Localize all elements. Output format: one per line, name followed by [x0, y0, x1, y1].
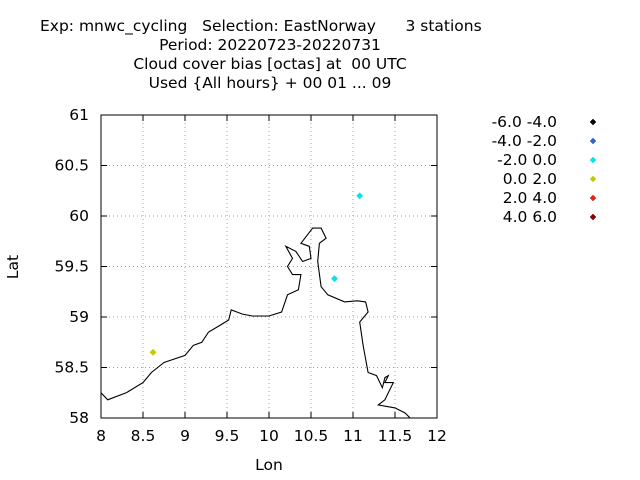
legend-marker: [589, 118, 597, 126]
y-tick-label: 60.5: [54, 157, 89, 175]
legend: -6.0 -4.0-4.0 -2.0-2.0 0.00.0 2.02.0 4.0…: [492, 113, 597, 226]
title-line-4: Used {All hours} + 00 01 ... 09: [148, 74, 392, 92]
grid-lines: [101, 115, 437, 418]
y-tick-label: 58: [69, 409, 89, 427]
x-tick-label: 9: [180, 427, 190, 445]
x-axis-label: Lon: [255, 456, 283, 474]
y-tick-label: 59.5: [54, 258, 89, 276]
x-tick-label: 11.5: [378, 427, 413, 445]
axis-ticks: 8 8.5 9 9.5 10 10.5 11 11.5 12 58 58.5 59 59.5 60 60.5…: [54, 106, 446, 445]
x-tick-label: 11: [343, 427, 363, 445]
legend-marker: [589, 194, 597, 202]
title-line-1: Exp: mnwc_cycling Selection: EastNorway …: [40, 17, 482, 35]
legend-marker: [589, 156, 597, 164]
x-tick-label: 9.5: [215, 427, 240, 445]
legend-marker: [589, 175, 597, 183]
legend-label: 4.0 6.0: [503, 208, 557, 226]
legend-marker: [589, 137, 597, 145]
y-tick-label: 60: [69, 207, 89, 225]
legend-label: -2.0 0.0: [497, 151, 557, 169]
y-axis-label: Lat: [4, 255, 22, 279]
legend-label: 2.0 4.0: [503, 189, 557, 207]
y-tick-label: 59: [69, 308, 89, 326]
y-tick-label: 58.5: [54, 359, 89, 377]
data-point: [149, 348, 157, 356]
legend-label: -4.0 -2.0: [492, 132, 557, 150]
x-tick-label: 8: [96, 427, 106, 445]
legend-label: 0.0 2.0: [503, 170, 557, 188]
data-points: [149, 192, 364, 356]
x-tick-label: 12: [427, 427, 447, 445]
title-line-3: Cloud cover bias [octas] at 00 UTC: [133, 55, 407, 73]
legend-marker: [589, 213, 597, 221]
y-tick-label: 61: [69, 106, 89, 124]
data-point: [330, 275, 339, 283]
data-point: [356, 192, 364, 200]
x-tick-label: 8.5: [131, 427, 156, 445]
legend-label: -6.0 -4.0: [492, 113, 557, 131]
x-tick-label: 10.5: [294, 427, 329, 445]
title-line-2: Period: 20220723-20220731: [159, 36, 381, 54]
x-tick-label: 10: [259, 427, 279, 445]
coastline: [100, 227, 411, 419]
